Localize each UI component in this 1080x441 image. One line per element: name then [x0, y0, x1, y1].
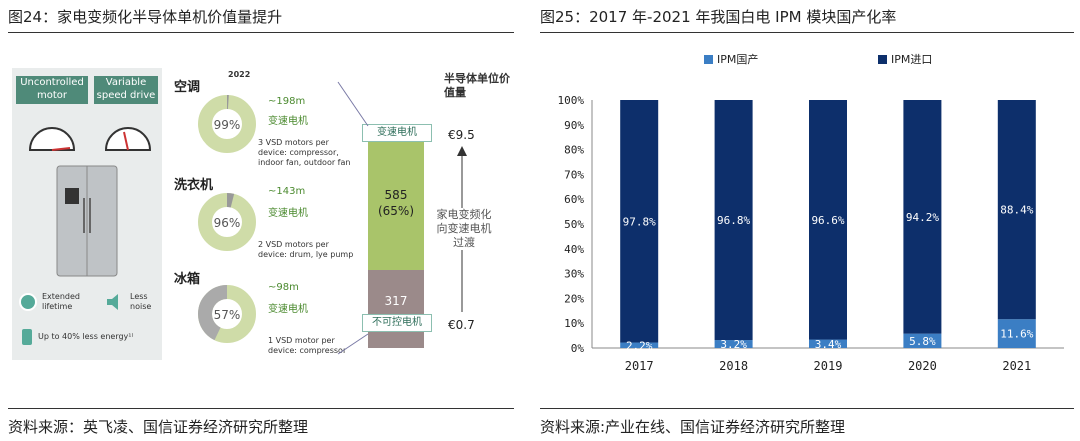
washer-share: 96%: [213, 216, 241, 230]
y-tick-label: 60%: [564, 193, 584, 206]
appliance-washer-name: 洗衣机: [174, 178, 214, 193]
bar-import-2019: [809, 100, 847, 340]
y-tick-label: 10%: [564, 317, 584, 330]
appliance-fridge-name: 冰箱: [174, 272, 201, 287]
bar-import-2017: [620, 100, 659, 343]
extended-lifetime: Extended lifetime: [42, 292, 80, 311]
legend-domestic-swatch: [704, 54, 713, 64]
ac-note: 3 VSD motors per device: compressor, indoo…: [258, 138, 351, 167]
clock-icon: [19, 293, 37, 311]
price-low: €0.7: [448, 318, 475, 332]
motor-panel: Uncontrolled motor Variable speed drive …: [12, 68, 162, 360]
y-tick-label: 0%: [571, 342, 585, 355]
label-domestic-2018: 3.2%: [720, 338, 747, 351]
label-domestic-2019: 3.4%: [815, 338, 842, 351]
gauge-icons: [28, 127, 152, 151]
label-domestic-2017: 2.2%: [626, 339, 653, 352]
uncontrolled-value: 317: [384, 294, 408, 308]
x-tick-label: 2017: [625, 359, 654, 373]
label-domestic-2021: 11.6%: [1000, 328, 1033, 341]
figure-24: 图24：家电变频化半导体单机价值量提升 Uncontrolled motor V…: [0, 0, 520, 441]
title-rule: [8, 32, 514, 33]
fridge-donut: [198, 285, 256, 343]
legend-import: IPM进口: [878, 51, 932, 67]
washer-donut: [198, 193, 256, 251]
figure-25-title: 图25：2017 年-2021 年我国白电 IPM 模块国产化率: [540, 8, 897, 26]
uncontrolled-bar-segment: [368, 270, 424, 348]
legend-domestic: IPM国产: [704, 51, 758, 67]
x-tick-label: 2020: [908, 359, 937, 373]
label-import-2019: 96.6%: [811, 214, 844, 227]
gauge-icon-right: [104, 127, 152, 151]
label-import-2021: 88.4%: [1000, 204, 1033, 217]
year-label: 2022: [228, 70, 251, 79]
legend-import-swatch: [878, 54, 887, 64]
label-domestic-2020: 5.8%: [909, 335, 936, 348]
washer-units: ~143m: [268, 186, 306, 197]
infographic: Uncontrolled motor Variable speed drive …: [12, 62, 512, 362]
trend-text: 家电变频化 向变速电机 过渡: [430, 208, 498, 250]
vsd-bar-segment: [368, 134, 424, 270]
connector-lines: [337, 81, 369, 355]
value-header: 半导体单位价值量: [444, 72, 510, 99]
vsd-label: 变速电机: [362, 124, 432, 142]
bar-domestic-2018: [714, 340, 753, 348]
label-import-2017: 97.8%: [623, 215, 656, 228]
vsd-percent: (65%): [377, 204, 415, 218]
y-tick-label: 100%: [558, 94, 585, 107]
figure-25-source: 资料来源:产业在线、国信证券经济研究所整理: [540, 418, 846, 436]
washer-note: 2 VSD motors per device: drum, lye pump: [258, 240, 354, 259]
ac-tag: 变速电机: [268, 116, 308, 127]
washer-tag: 变速电机: [268, 208, 308, 219]
y-tick-label: 40%: [564, 243, 584, 256]
figure-24-title: 图24：家电变频化半导体单机价值量提升: [8, 8, 283, 26]
label-import-2018: 96.8%: [717, 214, 750, 227]
title-rule-right: [540, 32, 1074, 33]
vsd-value: 585: [384, 188, 408, 202]
ipm-chart: 0% 10% 20% 30% 40% 50% 60% 70% 80% 90% 100% 97.8% 2.…: [558, 94, 1064, 373]
fridge-icon: [56, 165, 118, 277]
ac-share: 99%: [213, 118, 241, 132]
fridge-note: 1 VSD motor per device: compressor: [268, 336, 347, 355]
uncontrolled-label: 不可控电机: [362, 314, 432, 332]
y-tick-label: 90%: [564, 119, 584, 132]
speaker-icon: [107, 294, 118, 310]
price-high: €9.5: [448, 128, 475, 142]
source-rule-right: [540, 408, 1074, 409]
x-tick-label: 2019: [814, 359, 843, 373]
y-tick-label: 70%: [564, 168, 584, 181]
y-tick-label: 30%: [564, 268, 584, 281]
fridge-share: 57%: [213, 308, 241, 322]
ac-units: ~198m: [268, 96, 306, 107]
gauge-icon-left: [28, 127, 76, 151]
figure-24-source: 资料来源：英飞凌、国信证券经济研究所整理: [8, 418, 309, 436]
legend-domestic-label: IPM国产: [717, 53, 759, 66]
variable-speed-label: Variable speed drive: [94, 76, 158, 104]
y-tick-label: 50%: [564, 218, 584, 231]
bar-domestic-2017: [620, 342, 659, 348]
figure-25: 图25：2017 年-2021 年我国白电 IPM 模块国产化率 IPM国产 I…: [540, 0, 1080, 441]
y-tick-label: 20%: [564, 292, 584, 305]
bar-import-2020: [903, 100, 942, 334]
bar-domestic-2020: [903, 333, 942, 348]
label-import-2020: 94.2%: [906, 211, 939, 224]
fridge-tag: 变速电机: [268, 304, 308, 315]
bar-domestic-2019: [809, 339, 847, 348]
ac-donut: [198, 95, 256, 153]
bar-import-2018: [714, 100, 753, 341]
legend-import-label: IPM进口: [891, 53, 933, 66]
y-tick-label: 80%: [564, 144, 584, 157]
source-rule: [8, 408, 514, 409]
bar-import-2021: [997, 100, 1036, 320]
fridge-units: ~98m: [268, 282, 299, 293]
less-noise: Less noise: [130, 292, 152, 311]
bar-domestic-2021: [997, 319, 1036, 348]
appliance-ac-name: 空调: [174, 80, 201, 95]
battery-icon: [22, 329, 32, 345]
less-energy: Up to 40% less energy¹⁾: [38, 332, 134, 341]
x-tick-label: 2021: [1002, 359, 1031, 373]
x-tick-label: 2018: [719, 359, 748, 373]
uncontrolled-motor-label: Uncontrolled motor: [16, 76, 88, 104]
